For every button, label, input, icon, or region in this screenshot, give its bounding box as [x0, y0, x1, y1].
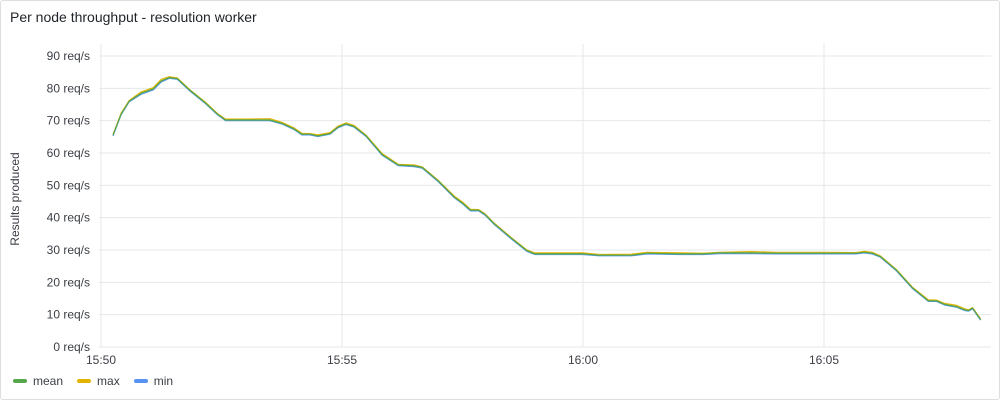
y-tick-label: 40 req/s — [47, 211, 90, 225]
y-axis-ticks: 0 req/s 10 req/s 20 req/s 30 req/s 40 req/s 5… — [47, 49, 90, 354]
series-lines — [112, 76, 982, 321]
legend-item-max[interactable]: max — [77, 374, 120, 388]
y-tick-label: 70 req/s — [47, 114, 90, 128]
legend-swatch — [133, 379, 148, 383]
grid-lines — [99, 44, 991, 348]
x-tick-label: 15:50 — [86, 353, 116, 367]
legend-item-mean[interactable]: mean — [13, 374, 63, 388]
y-tick-label: 10 req/s — [47, 308, 90, 322]
x-tick-label: 16:05 — [809, 353, 839, 367]
y-tick-label: 20 req/s — [47, 275, 90, 289]
panel-title: Per node throughput - resolution worker — [10, 9, 257, 25]
y-axis-title: Results produced — [8, 152, 22, 245]
x-tick-label: 15:55 — [327, 353, 357, 367]
legend: mean max min — [13, 374, 173, 388]
legend-label: mean — [33, 374, 64, 388]
legend-label: max — [97, 374, 120, 388]
series-line-mean — [112, 77, 982, 320]
legend-label: min — [153, 374, 174, 388]
legend-swatch — [13, 379, 27, 383]
y-tick-label: 90 req/s — [47, 49, 90, 63]
y-tick-label: 50 req/s — [47, 178, 90, 192]
x-axis-ticks: 15:50 15:55 16:00 16:05 — [86, 353, 839, 367]
series-line-min — [112, 77, 982, 321]
y-tick-label: 80 req/s — [47, 81, 90, 95]
legend-item-min[interactable]: min — [133, 374, 174, 388]
legend-swatch — [77, 379, 92, 383]
x-tick-label: 16:00 — [568, 353, 598, 367]
y-tick-label: 0 req/s — [53, 340, 90, 354]
y-tick-label: 60 req/s — [47, 146, 90, 160]
y-tick-label: 30 req/s — [47, 243, 90, 257]
